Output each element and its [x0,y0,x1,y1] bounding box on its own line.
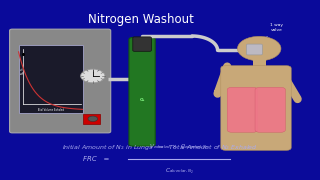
Text: Nitrogen Washout: Nitrogen Washout [88,13,194,26]
Text: Total Volume Exhaled: Total Volume Exhaled [37,108,64,112]
FancyBboxPatch shape [10,29,111,133]
Text: 1 way
valve: 1 way valve [257,23,283,46]
FancyBboxPatch shape [255,87,285,132]
Text: $V_{exhaled}$ ×  $C_{exhaled,N_2}$: $V_{exhaled}$ × $C_{exhaled,N_2}$ [149,143,209,152]
Text: Initial Amount of N$_2$ in Lungs   =   Total Amount of N$_2$ Exhaled: Initial Amount of N$_2$ in Lungs = Total… [62,143,258,152]
FancyBboxPatch shape [221,66,291,150]
FancyBboxPatch shape [246,44,262,55]
FancyBboxPatch shape [133,37,151,51]
Bar [19,45,83,113]
Circle shape [81,69,105,83]
Circle shape [237,36,281,61]
Text: FRC   =: FRC = [83,156,109,162]
Circle shape [88,116,98,122]
FancyBboxPatch shape [129,37,155,146]
Bar [83,114,100,124]
Text: N₂ %: N₂ % [21,68,25,74]
Text: $C_{alveolar,N_2}$: $C_{alveolar,N_2}$ [164,166,194,176]
Text: O₂: O₂ [140,98,145,102]
Bar [253,58,266,72]
FancyBboxPatch shape [227,87,258,132]
